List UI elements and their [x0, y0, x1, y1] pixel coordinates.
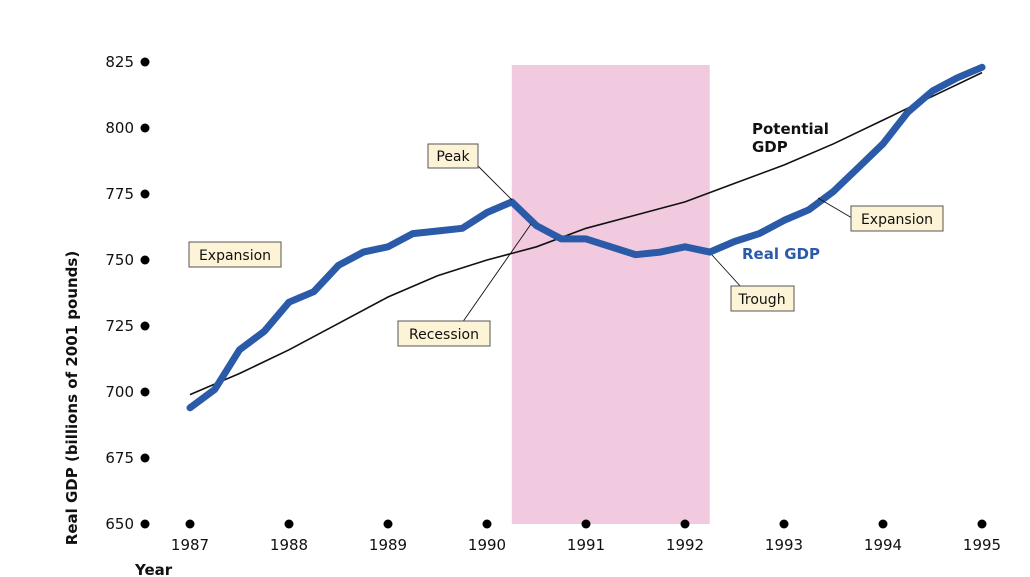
x-tick-dot — [383, 519, 393, 529]
callout-trough: Trough — [730, 285, 795, 312]
y-tick-dot — [140, 453, 150, 463]
y-axis: 650 675 700 725 750 775 800 825 — [105, 53, 150, 533]
x-tick-label: 1991 — [567, 536, 605, 554]
y-tick-dot — [140, 321, 150, 331]
callout-expansion-right: Expansion — [850, 205, 944, 232]
potential-gdp-points — [189, 72, 983, 395]
x-tick-label: 1990 — [468, 536, 506, 554]
x-tick-label: 1987 — [171, 536, 209, 554]
svg-text:Recession: Recession — [409, 327, 479, 343]
callout-expansion-left: Expansion — [188, 241, 282, 268]
recession-leader-line — [461, 223, 532, 324]
y-tick-label: 800 — [105, 119, 134, 137]
x-tick-dot — [779, 519, 789, 529]
x-tick-dot — [680, 519, 690, 529]
svg-text:Expansion: Expansion — [199, 248, 271, 264]
callout-recession: Recession — [397, 320, 491, 347]
y-tick-label: 775 — [105, 185, 134, 203]
real-gdp-label: Real GDP — [742, 245, 820, 263]
svg-text:Peak: Peak — [436, 149, 470, 165]
x-axis-title: Year — [134, 561, 173, 577]
trough-leader-line — [711, 254, 743, 289]
svg-text:Expansion: Expansion — [861, 212, 933, 228]
expansion-right-leader-line — [817, 197, 853, 219]
x-tick-dot — [185, 519, 195, 529]
real-gdp-points — [189, 67, 983, 408]
x-tick-label: 1995 — [963, 536, 1001, 554]
x-tick-dot — [581, 519, 591, 529]
y-tick-label: 650 — [105, 515, 134, 533]
x-tick-label: 1989 — [369, 536, 407, 554]
x-tick-dot — [878, 519, 888, 529]
x-axis: 1987 1988 1989 1990 1991 1992 1993 1994 1995 — [171, 519, 1001, 554]
y-tick-label: 750 — [105, 251, 134, 269]
y-axis-title: Real GDP (billions of 2001 pounds) — [63, 251, 81, 545]
y-tick-dot — [140, 57, 150, 67]
x-tick-label: 1992 — [666, 536, 704, 554]
y-tick-label: 725 — [105, 317, 134, 335]
x-tick-label: 1994 — [864, 536, 902, 554]
svg-text:Trough: Trough — [737, 292, 785, 308]
potential-gdp-label-line2: GDP — [752, 138, 788, 156]
x-tick-dot — [284, 519, 294, 529]
peak-leader-line — [477, 165, 513, 201]
x-tick-dot — [482, 519, 492, 529]
y-tick-label: 825 — [105, 53, 134, 71]
x-tick-dot — [977, 519, 987, 529]
y-tick-dot — [140, 255, 150, 265]
x-tick-label: 1988 — [270, 536, 308, 554]
y-tick-dot — [140, 189, 150, 199]
x-tick-label: 1993 — [765, 536, 803, 554]
callout-peak: Peak — [427, 143, 479, 169]
recession-band — [511, 65, 710, 524]
y-tick-dot — [140, 519, 150, 529]
y-tick-label: 675 — [105, 449, 134, 467]
y-tick-dot — [140, 387, 150, 397]
y-tick-dot — [140, 123, 150, 133]
potential-gdp-label-line1: Potential — [752, 120, 829, 138]
y-tick-label: 700 — [105, 383, 134, 401]
